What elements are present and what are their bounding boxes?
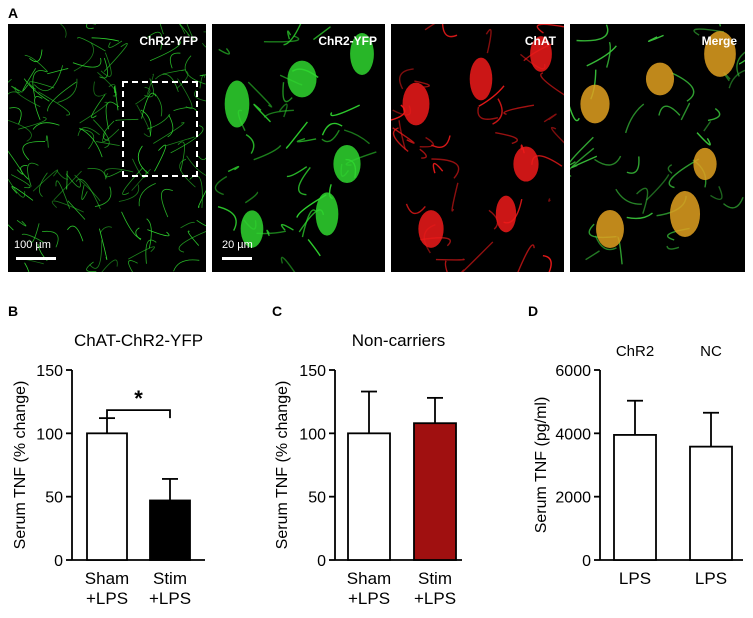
y-tick-label: 4000 [555, 426, 591, 443]
y-tick-label: 100 [299, 426, 326, 443]
category-label: +LPS [414, 589, 456, 608]
category-label: +LPS [86, 589, 128, 608]
bar [86, 432, 128, 561]
panel-letter-d: D [528, 303, 539, 319]
y-axis-label: Serum TNF (% change) [274, 381, 291, 550]
micrograph-chr2-yfp-zoom: ChR2-YFP 20 µm [212, 24, 385, 272]
micrograph-label: ChR2-YFP [318, 34, 377, 48]
panel-letter-b: B [8, 303, 19, 319]
y-tick-label: 150 [36, 363, 63, 380]
y-tick-label: 0 [582, 553, 591, 570]
chart-title: ChAT-ChR2-YFP [74, 331, 203, 350]
bar-group-label: ChR2 [616, 343, 654, 360]
micrograph-texture [391, 24, 564, 272]
micrograph-texture [570, 24, 745, 265]
category-label: LPS [695, 569, 727, 588]
micrograph-label: ChAT [524, 34, 556, 48]
inset-box [122, 81, 198, 177]
y-tick-label: 150 [299, 363, 326, 380]
category-label: Sham [347, 569, 391, 588]
scale-bar-label: 20 µm [222, 239, 253, 251]
bar [413, 422, 457, 561]
bar [347, 432, 391, 561]
category-label: LPS [619, 569, 651, 588]
chart-title: Non-carriers [352, 331, 446, 350]
y-tick-label: 0 [54, 553, 63, 570]
chart-serum-tnf-pgml: 0 2000 4000 6000 Serum TNF (pg/ml) LPS ChR2 LPS… [518, 320, 753, 613]
y-tick-label: 50 [45, 490, 63, 507]
scale-bar-label: 100 µm [14, 239, 51, 251]
category-label: +LPS [149, 589, 191, 608]
micrograph-merge: Merge [570, 24, 745, 272]
scale-bar [222, 257, 252, 260]
micrograph-label: ChR2-YFP [139, 34, 198, 48]
bar [689, 445, 733, 561]
significance-bracket [106, 409, 171, 419]
bar [149, 499, 191, 561]
category-label: Stim [153, 569, 187, 588]
micrograph-chr2-yfp-overview: ChR2-YFP 100 µm [8, 24, 206, 272]
category-label: Stim [418, 569, 452, 588]
panel-letter-a: A [8, 5, 19, 21]
y-tick-label: 100 [36, 426, 63, 443]
chart-non-carriers: Non-carriers 0 50 100 150 Serum TNF (% change… [262, 320, 518, 613]
micrograph-texture [8, 24, 206, 272]
y-axis-label: Serum TNF (% change) [12, 381, 29, 550]
significance-marker: * [134, 386, 143, 411]
y-tick-label: 6000 [555, 363, 591, 380]
scale-bar [16, 257, 56, 260]
micrograph-label: Merge [701, 34, 737, 48]
micrograph-texture [214, 24, 377, 272]
category-label: +LPS [348, 589, 390, 608]
bar [613, 434, 657, 561]
y-axis-label: Serum TNF (pg/ml) [533, 397, 550, 534]
y-tick-label: 0 [317, 553, 326, 570]
category-label: Sham [85, 569, 129, 588]
micrograph-chat: ChAT [391, 24, 564, 272]
bar-group-label: NC [700, 343, 722, 360]
y-tick-label: 50 [308, 490, 326, 507]
panel-letter-c: C [272, 303, 283, 319]
y-tick-label: 2000 [555, 490, 591, 507]
chart-chat-chr2-yfp: ChAT-ChR2-YFP 0 50 100 150 Serum TNF (% chang… [0, 320, 262, 613]
